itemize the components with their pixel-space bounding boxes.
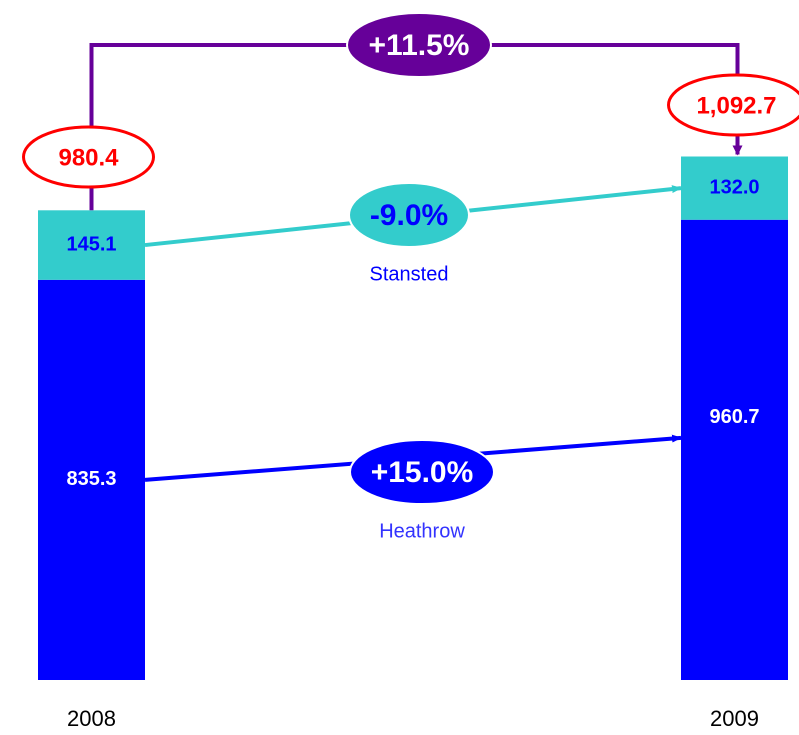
total-label: 1,092.7 — [696, 92, 776, 119]
change-oval — [348, 182, 470, 248]
value-label: 145.1 — [66, 233, 116, 255]
change-oval — [349, 439, 495, 505]
value-label: 835.3 — [66, 468, 116, 490]
total-oval — [667, 73, 799, 137]
bar-segment — [681, 219, 788, 680]
bar-segment — [38, 210, 145, 280]
total-change-label: +11.5% — [369, 29, 470, 62]
change-label: -9.0% — [370, 199, 448, 232]
total-label: 980.4 — [58, 144, 119, 171]
value-label: 960.7 — [709, 406, 759, 428]
x-tick-label: 2009 — [710, 706, 759, 731]
total-oval — [22, 125, 155, 189]
bar-segment — [681, 156, 788, 220]
total-change-oval — [346, 12, 492, 78]
x-tick-label: 2008 — [67, 706, 116, 731]
change-label: +15.0% — [371, 456, 474, 489]
series-name: Stansted — [370, 263, 449, 285]
bar-segment — [38, 279, 145, 680]
series-name: Heathrow — [379, 520, 465, 542]
value-label: 132.0 — [709, 176, 759, 198]
